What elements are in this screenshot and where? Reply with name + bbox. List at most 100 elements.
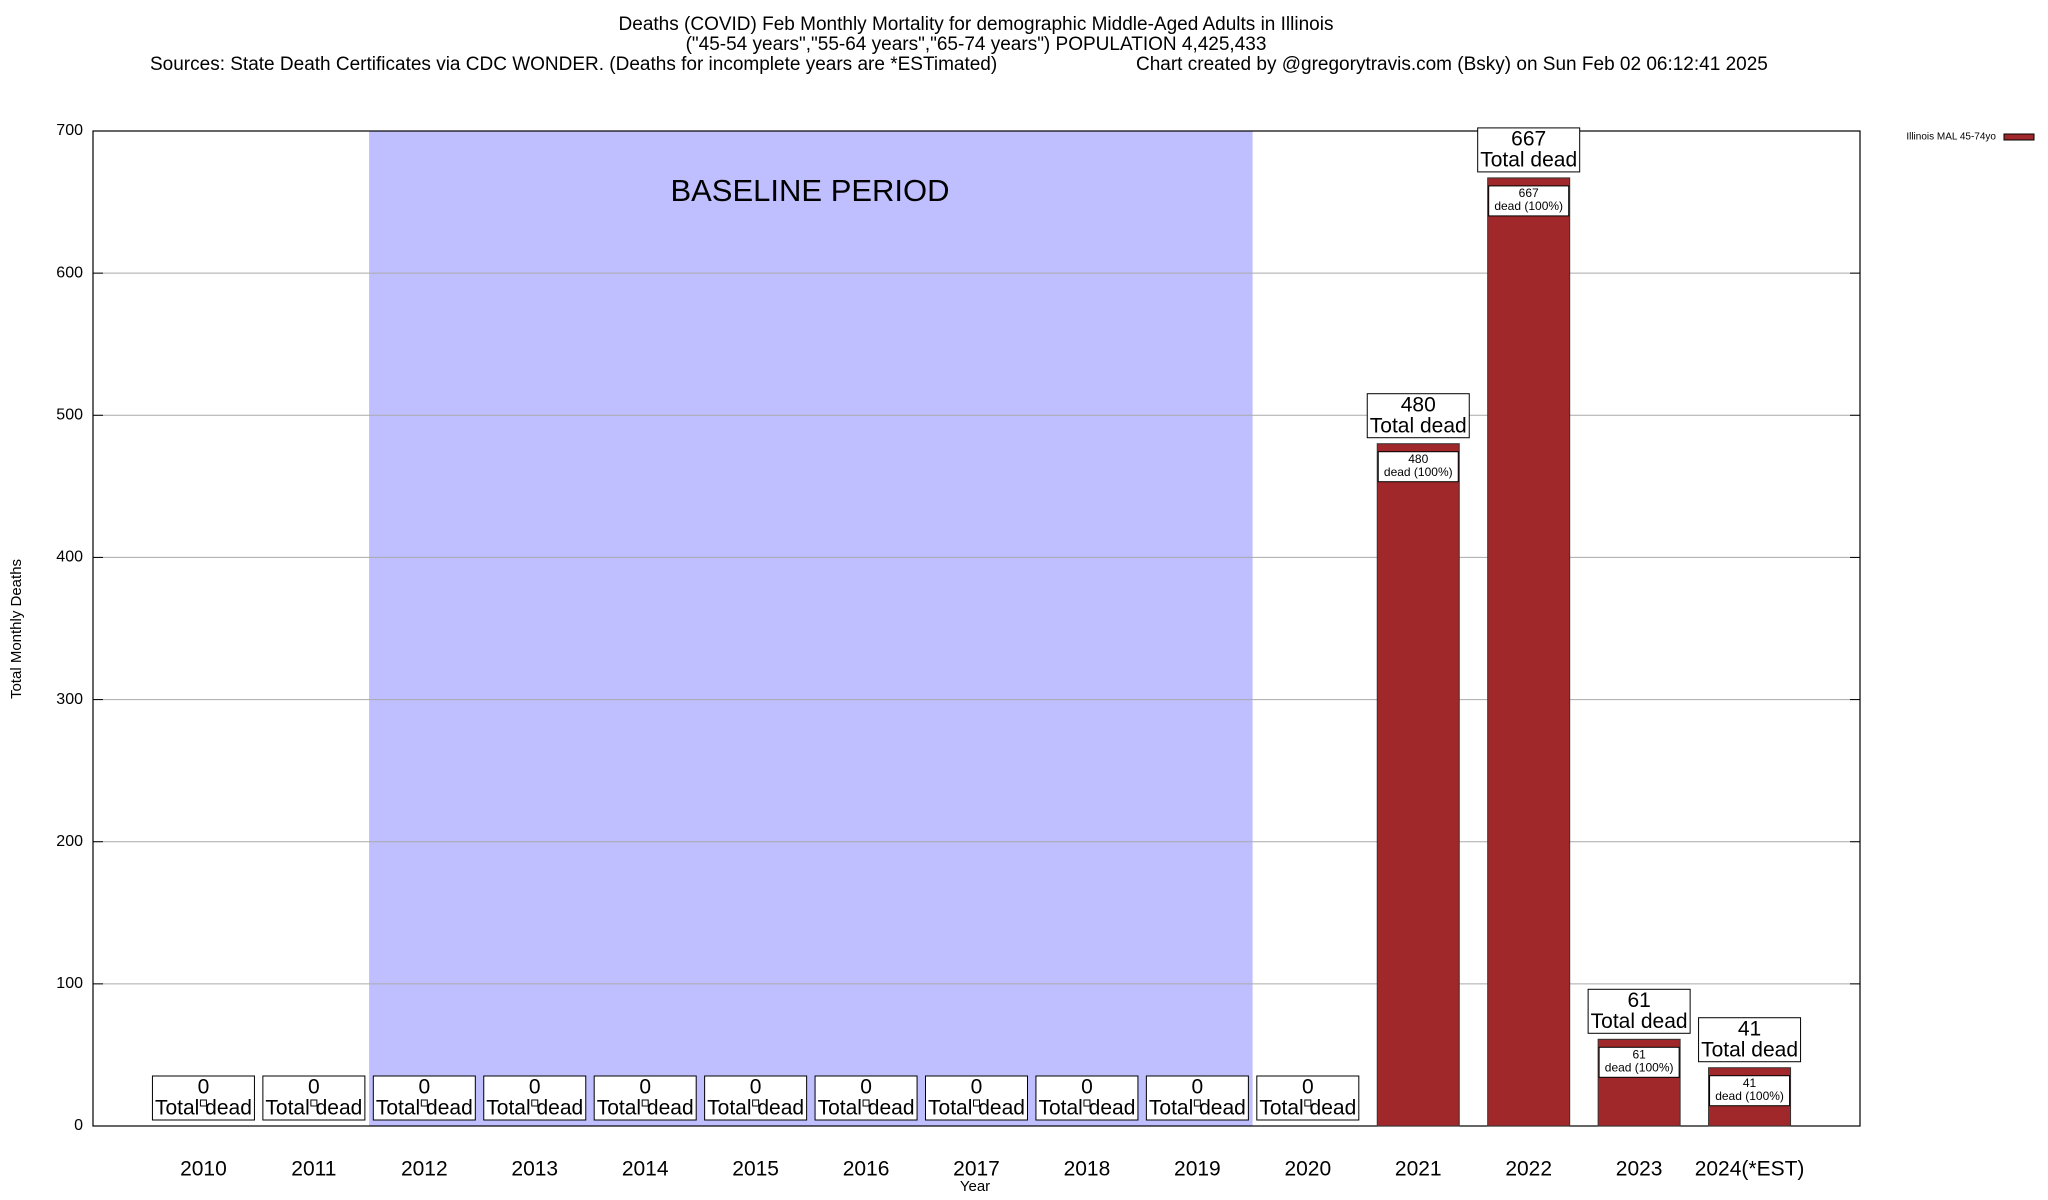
inner-label-caption: dead (100%): [1715, 1089, 1784, 1103]
value-label-caption: Total dead: [597, 1097, 694, 1120]
x-tick-label: 2024(*EST): [1695, 1158, 1805, 1181]
zero-marker: [752, 1099, 760, 1107]
inner-value-label: 41: [1743, 1076, 1757, 1090]
inner-label-box: [1709, 1075, 1791, 1107]
value-label-caption: Total dead: [486, 1097, 583, 1120]
value-label: 61: [1627, 989, 1650, 1012]
value-label-caption: Total dead: [818, 1097, 915, 1120]
zero-marker: [420, 1099, 428, 1107]
value-label: 0: [971, 1076, 983, 1099]
value-label-box: [372, 1075, 476, 1121]
value-label-box: [925, 1075, 1028, 1121]
value-label-box: [262, 1075, 366, 1121]
zero-marker: [310, 1099, 318, 1107]
value-label-caption: Total dead: [265, 1097, 362, 1120]
value-label: 0: [1081, 1076, 1093, 1099]
value-label: 0: [418, 1076, 430, 1099]
value-label: 0: [750, 1076, 762, 1099]
value-label: 0: [1302, 1076, 1314, 1099]
x-tick-label: 2023: [1616, 1158, 1663, 1181]
value-label: 0: [198, 1076, 210, 1099]
y-tick-label: 200: [56, 833, 83, 850]
baseline-shade: [369, 131, 1253, 1126]
zero-marker: [973, 1099, 980, 1107]
bar: [1376, 443, 1460, 1127]
y-tick-label: 100: [56, 975, 83, 992]
value-label-caption: Total dead: [928, 1097, 1025, 1120]
chart-title: Deaths (COVID) Feb Monthly Mortality for…: [619, 14, 1334, 35]
value-label-caption: Total dead: [707, 1097, 804, 1120]
value-label: 0: [308, 1076, 320, 1099]
value-label-box: [1477, 127, 1581, 173]
value-label: 0: [1192, 1076, 1204, 1099]
source-note: Sources: State Death Certificates via CD…: [150, 54, 997, 75]
bar: [1487, 177, 1571, 1127]
x-tick-label: 2021: [1395, 1158, 1442, 1181]
value-label-box: [151, 1075, 255, 1121]
value-label-box: [704, 1075, 808, 1121]
y-tick-label: 0: [74, 1117, 83, 1134]
value-label-caption: Total dead: [1149, 1097, 1246, 1120]
inner-label-caption: dead (100%): [1605, 1060, 1674, 1074]
value-label-caption: Total dead: [1038, 1097, 1135, 1120]
value-label-caption: Total dead: [1480, 148, 1577, 171]
y-tick-label: 500: [56, 407, 83, 424]
legend-label: Illinois MAL 45-74yo: [1906, 132, 1996, 143]
x-tick-label: 2013: [511, 1158, 558, 1181]
x-tick-label: 2012: [401, 1158, 448, 1181]
value-label-box: [1587, 988, 1691, 1034]
x-tick-label: 2019: [1174, 1158, 1221, 1181]
value-label-caption: Total dead: [1701, 1038, 1798, 1061]
value-label-box: [1145, 1075, 1249, 1121]
value-label-caption: Total dead: [1591, 1010, 1688, 1033]
y-tick-label: 700: [56, 122, 83, 139]
value-label-box: [1698, 1017, 1802, 1063]
x-tick-label: 2017: [953, 1158, 1000, 1181]
inner-value-label: 480: [1408, 452, 1428, 466]
x-tick-label: 2018: [1064, 1158, 1111, 1181]
chart-subtitle: ("45-54 years","55-64 years","65-74 year…: [686, 34, 1267, 55]
value-label-caption: Total dead: [1370, 414, 1467, 437]
x-tick-label: 2015: [732, 1158, 779, 1181]
x-axis-label: Year: [960, 1178, 990, 1195]
credit-note: Chart created by @gregorytravis.com (Bsk…: [1136, 54, 1768, 75]
value-label: 667: [1511, 127, 1546, 150]
inner-value-label: 667: [1519, 186, 1539, 200]
value-label: 0: [639, 1076, 651, 1099]
zero-marker: [1304, 1099, 1312, 1107]
zero-marker: [531, 1099, 539, 1107]
zero-marker: [1083, 1099, 1091, 1107]
value-label: 0: [860, 1076, 872, 1099]
x-tick-label: 2014: [622, 1158, 669, 1181]
y-axis-label: Total Monthly Deaths: [8, 559, 25, 699]
value-label: 480: [1401, 393, 1436, 416]
legend-swatch: [2003, 133, 2035, 141]
y-tick-label: 600: [56, 264, 83, 281]
zero-marker: [641, 1099, 649, 1107]
x-tick-label: 2022: [1505, 1158, 1552, 1181]
value-label-box: [814, 1075, 918, 1121]
value-label-box: [1035, 1075, 1139, 1121]
x-tick-label: 2016: [843, 1158, 890, 1181]
inner-label-box: [1377, 451, 1459, 483]
annotation: BASELINE PERIOD: [670, 173, 949, 208]
x-tick-label: 2010: [180, 1158, 227, 1181]
inner-label-box: [1598, 1046, 1680, 1078]
value-label: 41: [1738, 1017, 1761, 1040]
value-label-caption: Total dead: [1259, 1097, 1356, 1120]
value-label: 0: [529, 1076, 541, 1099]
value-label-box: [1256, 1075, 1360, 1121]
plot-frame: [92, 130, 1861, 1127]
x-tick-label: 2020: [1284, 1158, 1331, 1181]
value-label-box: [483, 1075, 587, 1121]
zero-marker: [1193, 1099, 1201, 1107]
y-tick-label: 400: [56, 549, 83, 566]
inner-label-box: [1488, 185, 1570, 217]
value-label-box: [1366, 393, 1470, 439]
inner-label-caption: dead (100%): [1384, 465, 1453, 479]
value-label-box: [593, 1075, 697, 1121]
value-label-caption: Total dead: [155, 1097, 252, 1120]
y-tick-label: 300: [56, 691, 83, 708]
